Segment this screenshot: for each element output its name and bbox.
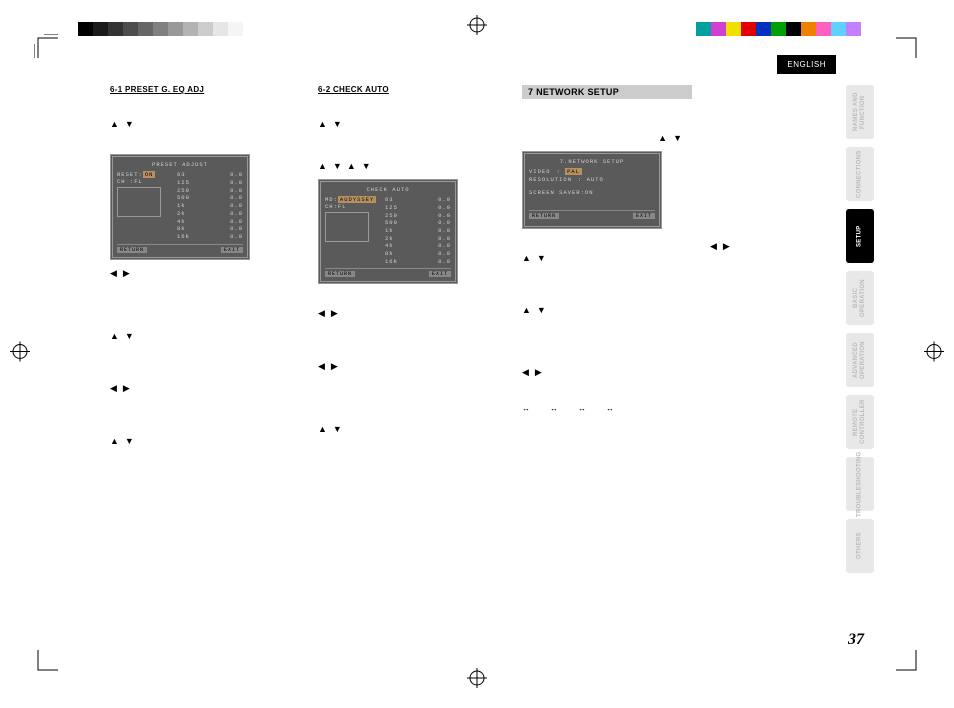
osd-freq-row: 2500.0	[177, 187, 243, 195]
column-3: 7 NETWORK SETUP ▲▼ 7.NETWORK SETUP VIDEO…	[522, 85, 722, 419]
arrow-instruction: ▲▼	[110, 119, 310, 129]
color-bar	[696, 22, 876, 36]
osd-check-auto: CHECK AUTO MD:AUDYSSEY CH:FL 630.01250.0…	[318, 179, 458, 284]
osd-freq-row: 1k0.0	[385, 227, 451, 235]
gray-swatch	[228, 22, 243, 36]
osd-freq-row: 8k0.0	[177, 225, 243, 233]
osd-freq-row: 630.0	[177, 171, 243, 179]
osd-freq-row: 16k0.0	[177, 233, 243, 241]
side-tab[interactable]: ADVANCED OPERATION	[846, 333, 874, 387]
gray-swatch	[198, 22, 213, 36]
osd-preset-adjust: PRESET ADJUST RESET:ON CH :FL 630.01250.…	[110, 154, 250, 259]
crop-mark-tr	[896, 34, 920, 58]
color-swatch	[816, 22, 831, 36]
heading-6-2: 6-2 CHECK AUTO	[318, 85, 518, 94]
color-swatch	[726, 22, 741, 36]
reg-mark-top	[467, 15, 487, 40]
color-swatch	[861, 22, 876, 36]
osd-freq-row: 4k0.0	[177, 218, 243, 226]
gray-swatch	[123, 22, 138, 36]
column-4: ◀▶	[710, 85, 860, 258]
gray-swatch	[183, 22, 198, 36]
column-1: 6-1 PRESET G. EQ ADJ ▲▼ PRESET ADJUST RE…	[110, 85, 310, 452]
color-swatch	[741, 22, 756, 36]
color-swatch	[756, 22, 771, 36]
gray-swatch	[168, 22, 183, 36]
grayscale-bar	[78, 22, 243, 36]
color-swatch	[786, 22, 801, 36]
gray-swatch	[213, 22, 228, 36]
osd-freq-row: 16k0.0	[385, 258, 451, 266]
crop-mark-br	[896, 650, 920, 674]
osd-freq-row: 4k0.0	[385, 242, 451, 250]
body-placeholder	[110, 102, 310, 113]
osd-freq-row: 1250.0	[385, 204, 451, 212]
side-tab[interactable]: OTHERS	[846, 519, 874, 573]
crop-mark-tl	[34, 34, 58, 58]
osd-freq-row: 2k0.0	[177, 210, 243, 218]
column-2: 6-2 CHECK AUTO ▲▼ ▲▼ ▲▼ CHECK AUTO MD:AU…	[318, 85, 518, 440]
osd-network-setup: 7.NETWORK SETUP VIDEO: PALRESOLUTION: AU…	[522, 151, 662, 229]
gray-swatch	[93, 22, 108, 36]
gray-swatch	[78, 22, 93, 36]
osd-freq-row: 1k0.0	[177, 202, 243, 210]
color-swatch	[711, 22, 726, 36]
osd-freq-row: 630.0	[385, 196, 451, 204]
osd-freq-row: 1250.0	[177, 179, 243, 187]
heading-6-1: 6-1 PRESET G. EQ ADJ	[110, 85, 310, 94]
osd-freq-row: 2k0.0	[385, 235, 451, 243]
osd-setting-row: VIDEO: PAL	[529, 168, 655, 176]
color-swatch	[771, 22, 786, 36]
language-badge: ENGLISH	[777, 55, 836, 74]
side-tab[interactable]: TROUBLESHOOTING	[846, 457, 874, 511]
osd-freq-row: 5000.0	[385, 219, 451, 227]
gray-swatch	[108, 22, 123, 36]
color-swatch	[831, 22, 846, 36]
side-tab[interactable]: BASIC OPERATION	[846, 271, 874, 325]
osd-freq-row: 8k0.0	[385, 250, 451, 258]
crop-mark-bl	[34, 650, 58, 674]
osd-freq-row: 5000.0	[177, 194, 243, 202]
color-swatch	[801, 22, 816, 36]
gray-swatch	[138, 22, 153, 36]
reg-mark-bottom	[467, 668, 487, 693]
reg-mark-right	[924, 342, 944, 367]
page-content: ENGLISH NAMES AND FUNCTIONCONNECTIONSSET…	[60, 55, 894, 653]
color-swatch	[696, 22, 711, 36]
side-tab[interactable]: REMOTE CONTROLLER	[846, 395, 874, 449]
color-swatch	[846, 22, 861, 36]
page-number: 37	[848, 631, 864, 649]
gray-swatch	[153, 22, 168, 36]
osd-setting-row: RESOLUTION: AUTO	[529, 176, 655, 184]
reg-mark-left	[10, 342, 30, 367]
osd-freq-row: 2500.0	[385, 212, 451, 220]
heading-7: 7 NETWORK SETUP	[522, 85, 692, 99]
